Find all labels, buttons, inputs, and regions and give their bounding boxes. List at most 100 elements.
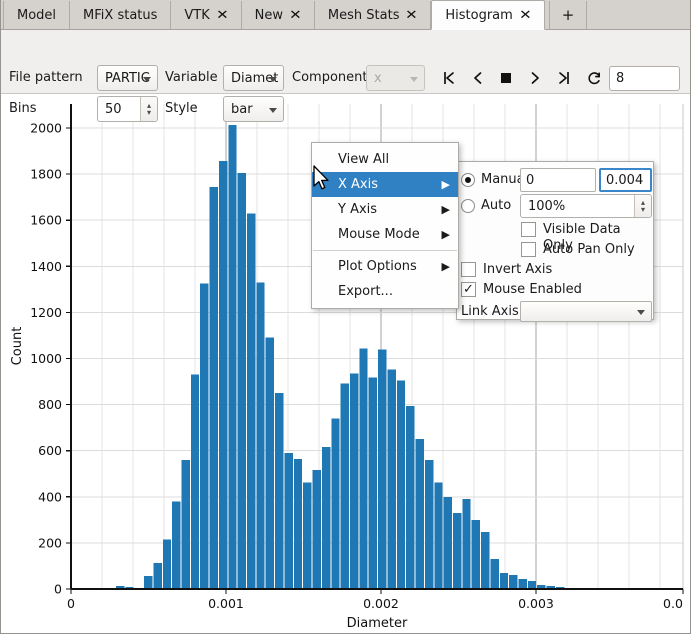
invert-axis-label: Invert Axis <box>483 262 552 278</box>
spin-down-icon[interactable]: ▾ <box>147 109 151 116</box>
skip-to-first-button[interactable] <box>436 65 462 91</box>
histogram-bar <box>472 520 480 589</box>
histogram-bar <box>284 453 292 589</box>
histogram-bar <box>406 406 414 589</box>
svg-text:Count: Count <box>10 327 25 366</box>
axis-min-field[interactable]: 0 <box>520 168 596 192</box>
histogram-bar <box>294 459 302 589</box>
histogram-bar <box>481 532 489 589</box>
histogram-bar <box>200 284 208 589</box>
menu-item-plot-options[interactable]: Plot Options▶ <box>312 254 458 279</box>
chevron-down-icon <box>410 77 418 82</box>
chevron-down-icon <box>269 108 277 113</box>
component-label: Component <box>292 69 367 87</box>
histogram-bar <box>331 419 339 589</box>
menu-item-y-axis[interactable]: Y Axis▶ <box>312 197 458 222</box>
variable-combo[interactable]: Diamet <box>223 65 284 91</box>
submenu-arrow-icon: ▶ <box>442 254 450 279</box>
variable-label: Variable <box>165 69 218 87</box>
bins-spinbox[interactable]: 50 ▴▾ <box>97 96 158 122</box>
svg-text:600: 600 <box>38 443 62 458</box>
histogram-bar <box>425 460 433 589</box>
histogram-bar <box>416 439 424 589</box>
chevron-down-icon <box>269 77 277 82</box>
menu-item-export[interactable]: Export... <box>312 279 458 304</box>
histogram-bar <box>256 282 264 589</box>
visible-data-only-checkbox[interactable] <box>521 222 536 237</box>
step-back-icon <box>470 70 486 86</box>
histogram-bar <box>359 349 367 589</box>
plot-context-menu: View All X Axis▶ Y Axis▶ Mouse Mode▶ Plo… <box>311 142 459 309</box>
axis-max-field[interactable]: 0.004 <box>599 168 652 192</box>
invert-axis-checkbox[interactable] <box>461 262 476 277</box>
style-combo[interactable]: bar <box>223 96 284 122</box>
skip-to-last-icon <box>556 70 572 86</box>
submenu-arrow-icon: ▶ <box>442 222 450 247</box>
svg-text:0.003: 0.003 <box>518 596 554 611</box>
x-axis-submenu-panel: Manual 0 0.004 Auto 100% ▴▾ Visible Data… <box>456 161 654 320</box>
histogram-bar <box>322 447 330 589</box>
component-combo: x <box>366 65 425 91</box>
link-axis-combo[interactable] <box>520 301 652 322</box>
histogram-bar <box>444 497 452 589</box>
svg-text:400: 400 <box>38 489 62 504</box>
auto-radio[interactable] <box>461 199 475 213</box>
svg-text:0: 0 <box>67 596 75 611</box>
histogram-bar <box>387 370 395 589</box>
histogram-bar <box>228 125 236 589</box>
step-forward-button[interactable] <box>522 65 548 91</box>
file-pattern-label: File pattern <box>9 69 83 87</box>
histogram-bar <box>247 213 255 589</box>
manual-radio[interactable] <box>461 173 475 187</box>
refresh-button[interactable] <box>581 65 607 91</box>
menu-separator <box>313 250 457 251</box>
step-back-button[interactable] <box>465 65 491 91</box>
histogram-toolbar: File pattern PARTIC Variable Diamet Comp… <box>1 30 690 94</box>
menu-item-x-axis[interactable]: X Axis▶ <box>312 172 458 197</box>
auto-pan-only-label: Auto Pan Only <box>543 242 635 258</box>
histogram-bar <box>303 483 311 589</box>
histogram-bar <box>266 337 274 589</box>
svg-text:0.001: 0.001 <box>208 596 244 611</box>
skip-to-first-icon <box>441 70 457 86</box>
histogram-bar <box>238 173 246 589</box>
histogram-bar <box>341 384 349 589</box>
stop-button[interactable] <box>493 65 519 91</box>
histogram-bar <box>275 393 283 589</box>
histogram-bar <box>519 579 527 589</box>
histogram-bar <box>369 378 377 589</box>
histogram-bar <box>528 581 536 589</box>
frame-number-field[interactable]: 8 <box>609 66 680 91</box>
svg-text:2000: 2000 <box>30 121 62 136</box>
svg-text:1800: 1800 <box>30 167 62 182</box>
histogram-bar <box>172 501 180 589</box>
file-pattern-combo[interactable]: PARTIC <box>97 65 158 91</box>
histogram-bar <box>153 563 161 589</box>
histogram-bar <box>163 539 171 589</box>
skip-to-last-button[interactable] <box>551 65 577 91</box>
style-label: Style <box>165 100 198 118</box>
svg-text:0.0: 0.0 <box>663 596 683 611</box>
submenu-arrow-icon: ▶ <box>442 197 450 222</box>
histogram-bar <box>350 373 358 589</box>
svg-text:1400: 1400 <box>30 259 62 274</box>
menu-item-mouse-mode[interactable]: Mouse Mode▶ <box>312 222 458 247</box>
mouse-enabled-checkbox[interactable]: ✓ <box>461 282 476 297</box>
bins-label: Bins <box>9 100 37 118</box>
auto-label: Auto <box>481 198 511 214</box>
histogram-bar <box>490 559 498 589</box>
svg-text:1600: 1600 <box>30 213 62 228</box>
histogram-bar <box>500 573 508 589</box>
menu-item-view-all[interactable]: View All <box>312 147 458 172</box>
histogram-bar <box>397 380 405 589</box>
auto-percent-spinbox[interactable]: 100% ▴▾ <box>520 194 652 218</box>
spin-down-icon[interactable]: ▾ <box>641 206 645 213</box>
stop-icon <box>498 70 514 86</box>
histogram-bar <box>313 470 321 589</box>
svg-text:0: 0 <box>54 582 62 597</box>
svg-text:1000: 1000 <box>30 351 62 366</box>
step-forward-icon <box>527 70 543 86</box>
auto-pan-only-checkbox[interactable] <box>521 242 536 257</box>
histogram-bar <box>378 350 386 589</box>
svg-text:1200: 1200 <box>30 305 62 320</box>
